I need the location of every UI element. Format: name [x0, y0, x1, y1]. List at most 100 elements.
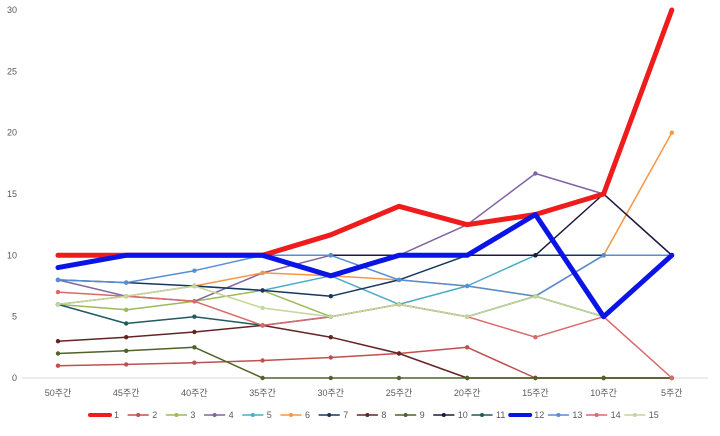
data-point — [328, 375, 333, 381]
data-point — [260, 305, 265, 311]
legend-item-9: 9 — [394, 410, 425, 420]
x-tick-label: 35주간 — [249, 388, 276, 398]
data-point — [124, 335, 129, 340]
series-line — [57, 346, 673, 379]
legend: 1 2 3 4 5 6 7 8 9 10 11 12 13 14 15 — [88, 410, 659, 420]
series-line — [57, 254, 673, 297]
y-tick-label: 30 — [7, 5, 17, 15]
axes: 0 5 10 15 20 25 30 50주간 45주간 40주간 35주간 30주간 25주간 20주간… — [7, 5, 708, 398]
data-point — [55, 339, 61, 344]
legend-label: 1 — [114, 410, 119, 420]
data-point — [260, 375, 265, 381]
legend-marker — [212, 413, 217, 417]
data-point — [328, 314, 333, 319]
legend-label: 5 — [267, 410, 272, 420]
legend-label: 6 — [305, 410, 310, 420]
series-10 — [55, 191, 674, 270]
data-point — [533, 335, 538, 340]
legend-marker — [480, 413, 484, 417]
legend-label: 3 — [190, 410, 195, 420]
legend-label: 7 — [343, 410, 348, 420]
legend-item-8: 8 — [356, 410, 386, 420]
data-point — [192, 345, 197, 350]
legend-marker — [403, 413, 408, 417]
data-point — [55, 265, 61, 270]
legend-item-10: 10 — [433, 410, 468, 420]
data-point — [328, 294, 333, 299]
data-point — [669, 7, 674, 13]
data-point — [465, 345, 470, 350]
data-point — [465, 222, 470, 227]
x-tick-label: 50주간 — [45, 388, 72, 398]
legend-label: 15 — [649, 410, 659, 420]
legend-marker — [556, 413, 561, 417]
data-point — [260, 253, 265, 258]
legend-item-14: 14 — [585, 410, 621, 420]
data-point — [124, 321, 129, 326]
data-point — [533, 171, 538, 176]
y-tick-label: 20 — [7, 128, 17, 138]
data-point — [124, 280, 129, 285]
data-point — [124, 348, 129, 353]
series-line — [57, 346, 673, 379]
legend-label: 11 — [496, 410, 505, 420]
data-point — [465, 283, 470, 289]
legend-item-2: 2 — [127, 410, 157, 420]
data-point — [192, 268, 197, 273]
legend-marker — [98, 413, 102, 417]
legend-marker — [289, 413, 293, 417]
series-lines — [55, 7, 675, 381]
legend-marker — [174, 413, 179, 417]
series-12 — [55, 212, 675, 320]
legend-label: 12 — [534, 410, 544, 420]
y-tick-label: 10 — [7, 250, 17, 260]
data-point — [465, 253, 470, 258]
legend-item-1: 1 — [88, 410, 119, 420]
legend-marker — [441, 413, 446, 417]
legend-item-7: 7 — [318, 410, 348, 420]
legend-marker — [594, 413, 599, 417]
legend-item-5: 5 — [242, 410, 272, 420]
y-tick-label: 0 — [12, 373, 17, 383]
x-tick-label: 20주간 — [454, 388, 481, 398]
data-point — [124, 253, 129, 258]
data-point — [396, 204, 402, 209]
y-tick-label: 5 — [12, 312, 17, 322]
data-point — [601, 375, 606, 381]
x-tick-label: 10주간 — [590, 388, 617, 398]
legend-item-3: 3 — [165, 410, 195, 420]
data-point — [192, 360, 197, 365]
data-point — [55, 302, 61, 307]
data-point — [260, 270, 265, 276]
series-9 — [55, 345, 674, 381]
data-point — [396, 375, 402, 381]
data-point — [328, 273, 333, 278]
legend-item-15: 15 — [624, 410, 659, 420]
data-point — [328, 232, 333, 237]
data-point — [55, 363, 61, 368]
series-line — [55, 7, 675, 258]
legend-marker — [518, 413, 523, 417]
data-point — [601, 191, 606, 197]
series-line — [55, 212, 675, 320]
data-point — [396, 277, 402, 283]
data-point — [260, 288, 265, 293]
data-point — [396, 351, 402, 356]
data-point — [124, 362, 129, 367]
legend-label: 13 — [572, 410, 582, 420]
data-point — [533, 253, 538, 258]
legend-marker — [365, 413, 370, 417]
legend-marker — [136, 413, 141, 417]
data-point — [465, 314, 470, 319]
legend-label: 9 — [420, 410, 425, 420]
x-tick-label: 25주간 — [386, 388, 413, 398]
data-point — [396, 253, 402, 258]
x-tick-label: 5주간 — [661, 388, 683, 398]
data-point — [260, 323, 265, 328]
legend-item-11: 11 — [471, 410, 505, 420]
data-point — [124, 307, 129, 312]
x-tick-label: 45주간 — [113, 388, 140, 398]
data-point — [669, 253, 674, 258]
x-tick-label: 40주간 — [181, 388, 208, 398]
legend-label: 2 — [152, 410, 157, 420]
